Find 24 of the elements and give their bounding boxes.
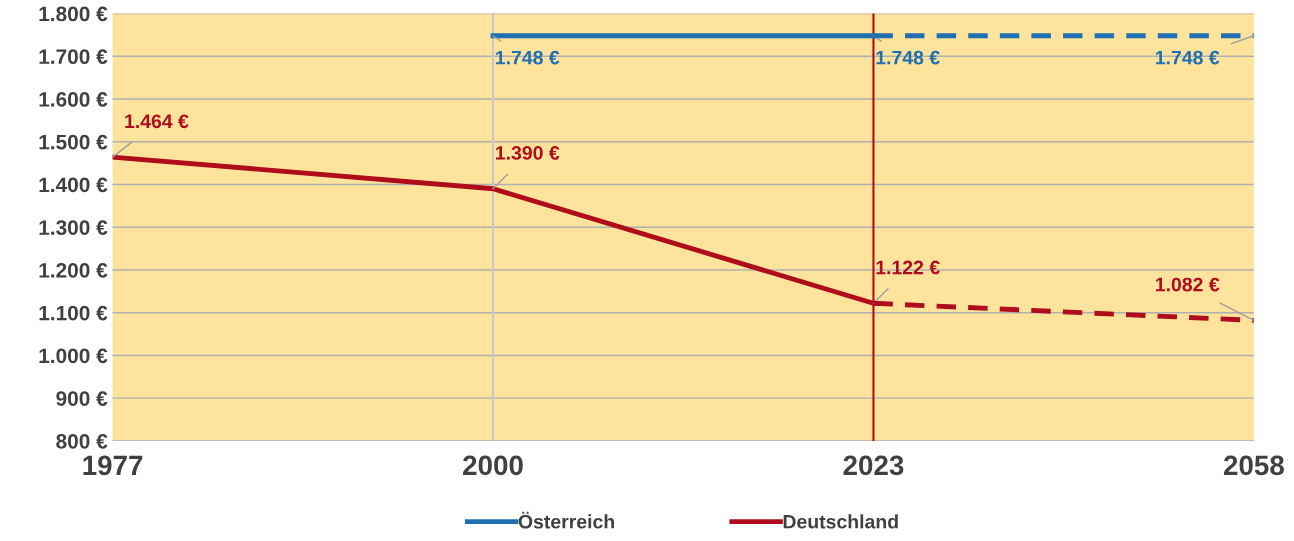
y-tick-label: 1.400 € <box>39 177 108 193</box>
y-tick-label: 1.200 € <box>39 262 108 278</box>
y-tick-label: 1.100 € <box>39 305 108 321</box>
data-label: 1.748 € <box>876 50 940 65</box>
data-label: 1.748 € <box>1156 50 1220 65</box>
data-label: 1.390 € <box>496 146 560 160</box>
legend-label: Deutschland <box>783 514 898 529</box>
x-tick-label: 1977 <box>83 455 143 476</box>
y-tick-label: 1.700 € <box>39 49 108 65</box>
legend-label: Österreich <box>518 511 614 529</box>
y-tick-label: 1.500 € <box>39 134 108 150</box>
data-label: 1.082 € <box>1156 277 1220 292</box>
x-tick-label: 2023 <box>843 455 904 476</box>
y-tick-label: 1.600 € <box>39 92 108 107</box>
data-label: 1.748 € <box>496 50 560 65</box>
y-tick-label: 800 € <box>56 433 108 449</box>
data-label: 1.122 € <box>876 260 940 275</box>
x-tick-label: 2000 <box>463 455 523 476</box>
y-tick-label: 1.800 € <box>39 6 108 22</box>
y-tick-label: 1.000 € <box>39 348 108 364</box>
y-tick-label: 900 € <box>56 391 108 406</box>
x-tick-label: 2058 <box>1223 455 1284 476</box>
y-tick-label: 1.300 € <box>39 220 108 235</box>
data-label: 1.464 € <box>125 114 189 129</box>
